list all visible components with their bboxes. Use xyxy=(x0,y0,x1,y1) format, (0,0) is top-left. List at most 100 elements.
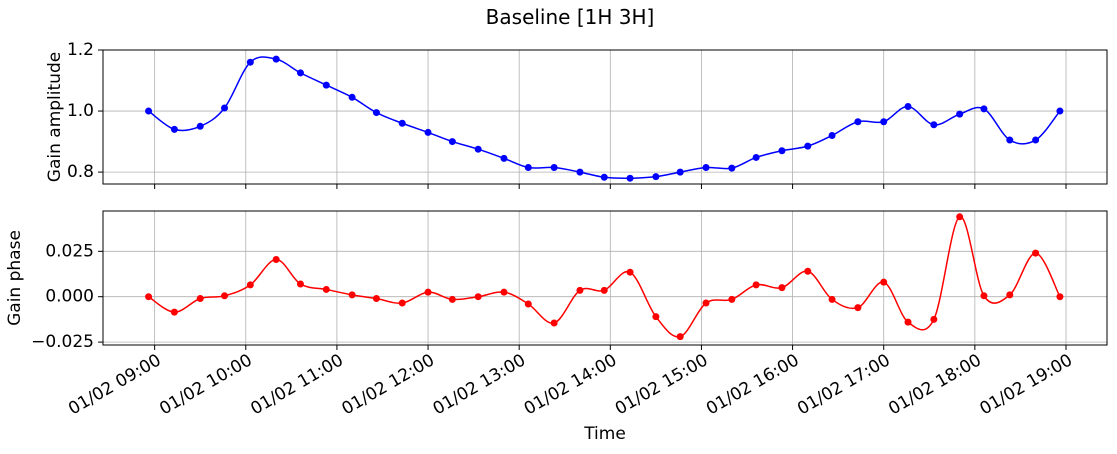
data-point xyxy=(322,285,330,293)
plot-frame xyxy=(102,210,1108,346)
data-point xyxy=(652,313,660,321)
x-tick-label: 01/02 18:00 xyxy=(885,350,985,419)
series-line xyxy=(148,56,1061,179)
data-point xyxy=(196,122,204,130)
x-tick-label: 01/02 12:00 xyxy=(339,350,439,419)
data-point xyxy=(880,278,888,286)
data-point xyxy=(854,304,862,312)
data-point xyxy=(576,286,584,294)
series-line xyxy=(148,216,1061,338)
figure-title: Baseline [1H 3H] xyxy=(486,5,655,29)
data-point xyxy=(296,69,304,77)
data-point xyxy=(854,118,862,126)
x-tick-label: 01/02 15:00 xyxy=(612,350,712,419)
data-point xyxy=(348,93,356,101)
x-axis-label: Time xyxy=(583,424,626,444)
x-tick-label: 01/02 16:00 xyxy=(703,350,803,419)
data-point xyxy=(272,55,280,63)
data-point xyxy=(904,102,912,110)
data-point xyxy=(1056,107,1064,115)
data-point xyxy=(246,281,254,289)
y-tick-label: 1.0 xyxy=(67,101,94,121)
data-point xyxy=(728,295,736,303)
data-point xyxy=(956,110,964,118)
y-tick-label: 0.8 xyxy=(67,162,94,182)
data-point xyxy=(424,128,432,136)
data-point xyxy=(448,295,456,303)
y-tick-label: 0.025 xyxy=(45,241,94,261)
data-point xyxy=(296,280,304,288)
data-point xyxy=(828,131,836,139)
data-point xyxy=(196,295,204,303)
data-point xyxy=(778,284,786,292)
x-tick-label: 01/02 09:00 xyxy=(65,350,165,419)
data-point xyxy=(170,308,178,316)
data-point xyxy=(576,168,584,176)
data-point xyxy=(702,164,710,172)
data-point xyxy=(956,213,964,221)
data-point xyxy=(500,154,508,162)
data-point xyxy=(424,288,432,296)
data-point xyxy=(804,142,812,150)
data-point xyxy=(221,104,229,112)
data-point xyxy=(728,164,736,172)
data-point xyxy=(828,295,836,303)
data-point xyxy=(145,107,153,115)
data-point xyxy=(372,109,380,117)
data-point xyxy=(600,286,608,294)
data-point xyxy=(980,292,988,300)
data-point xyxy=(930,315,938,323)
data-point xyxy=(626,268,634,276)
data-point xyxy=(524,164,532,172)
x-tick-label: 01/02 11:00 xyxy=(247,350,347,419)
data-point xyxy=(1032,136,1040,144)
y-axis-label: Gain phase xyxy=(5,230,25,326)
data-point xyxy=(880,118,888,126)
data-point xyxy=(980,105,988,113)
data-point xyxy=(930,121,938,129)
data-point xyxy=(272,255,280,263)
data-point xyxy=(600,173,608,181)
x-tick-label: 01/02 10:00 xyxy=(156,350,256,419)
y-tick-label: 1.2 xyxy=(67,40,94,60)
data-point xyxy=(904,318,912,326)
x-tick-label: 01/02 14:00 xyxy=(521,350,621,419)
y-axis-label: Gain amplitude xyxy=(45,52,65,182)
data-point xyxy=(626,174,634,182)
data-point xyxy=(676,333,684,341)
data-point xyxy=(474,293,482,301)
data-point xyxy=(1032,249,1040,257)
data-point xyxy=(524,300,532,308)
data-point xyxy=(804,267,812,275)
data-point xyxy=(448,138,456,146)
data-point xyxy=(1006,291,1014,299)
plot-frame xyxy=(102,49,1108,185)
x-tick-label: 01/02 17:00 xyxy=(794,350,894,419)
data-point xyxy=(676,168,684,176)
data-point xyxy=(1006,136,1014,144)
data-point xyxy=(1056,293,1064,301)
data-point xyxy=(752,281,760,289)
data-point xyxy=(372,295,380,303)
x-tick-label: 01/02 13:00 xyxy=(430,350,530,419)
data-point xyxy=(322,81,330,89)
data-point xyxy=(348,291,356,299)
data-point xyxy=(652,173,660,181)
y-tick-label: 0.000 xyxy=(45,287,94,307)
data-point xyxy=(398,299,406,307)
data-point xyxy=(702,299,710,307)
data-point xyxy=(550,319,558,327)
data-point xyxy=(145,293,153,301)
x-tick-label: 01/02 19:00 xyxy=(976,350,1076,419)
data-point xyxy=(474,145,482,153)
data-point xyxy=(398,119,406,127)
data-point xyxy=(170,125,178,133)
data-point xyxy=(500,288,508,296)
y-tick-label: −0.025 xyxy=(31,332,94,352)
data-point xyxy=(246,58,254,66)
data-point xyxy=(221,292,229,300)
data-point xyxy=(752,153,760,161)
data-point xyxy=(550,164,558,172)
data-point xyxy=(778,147,786,155)
